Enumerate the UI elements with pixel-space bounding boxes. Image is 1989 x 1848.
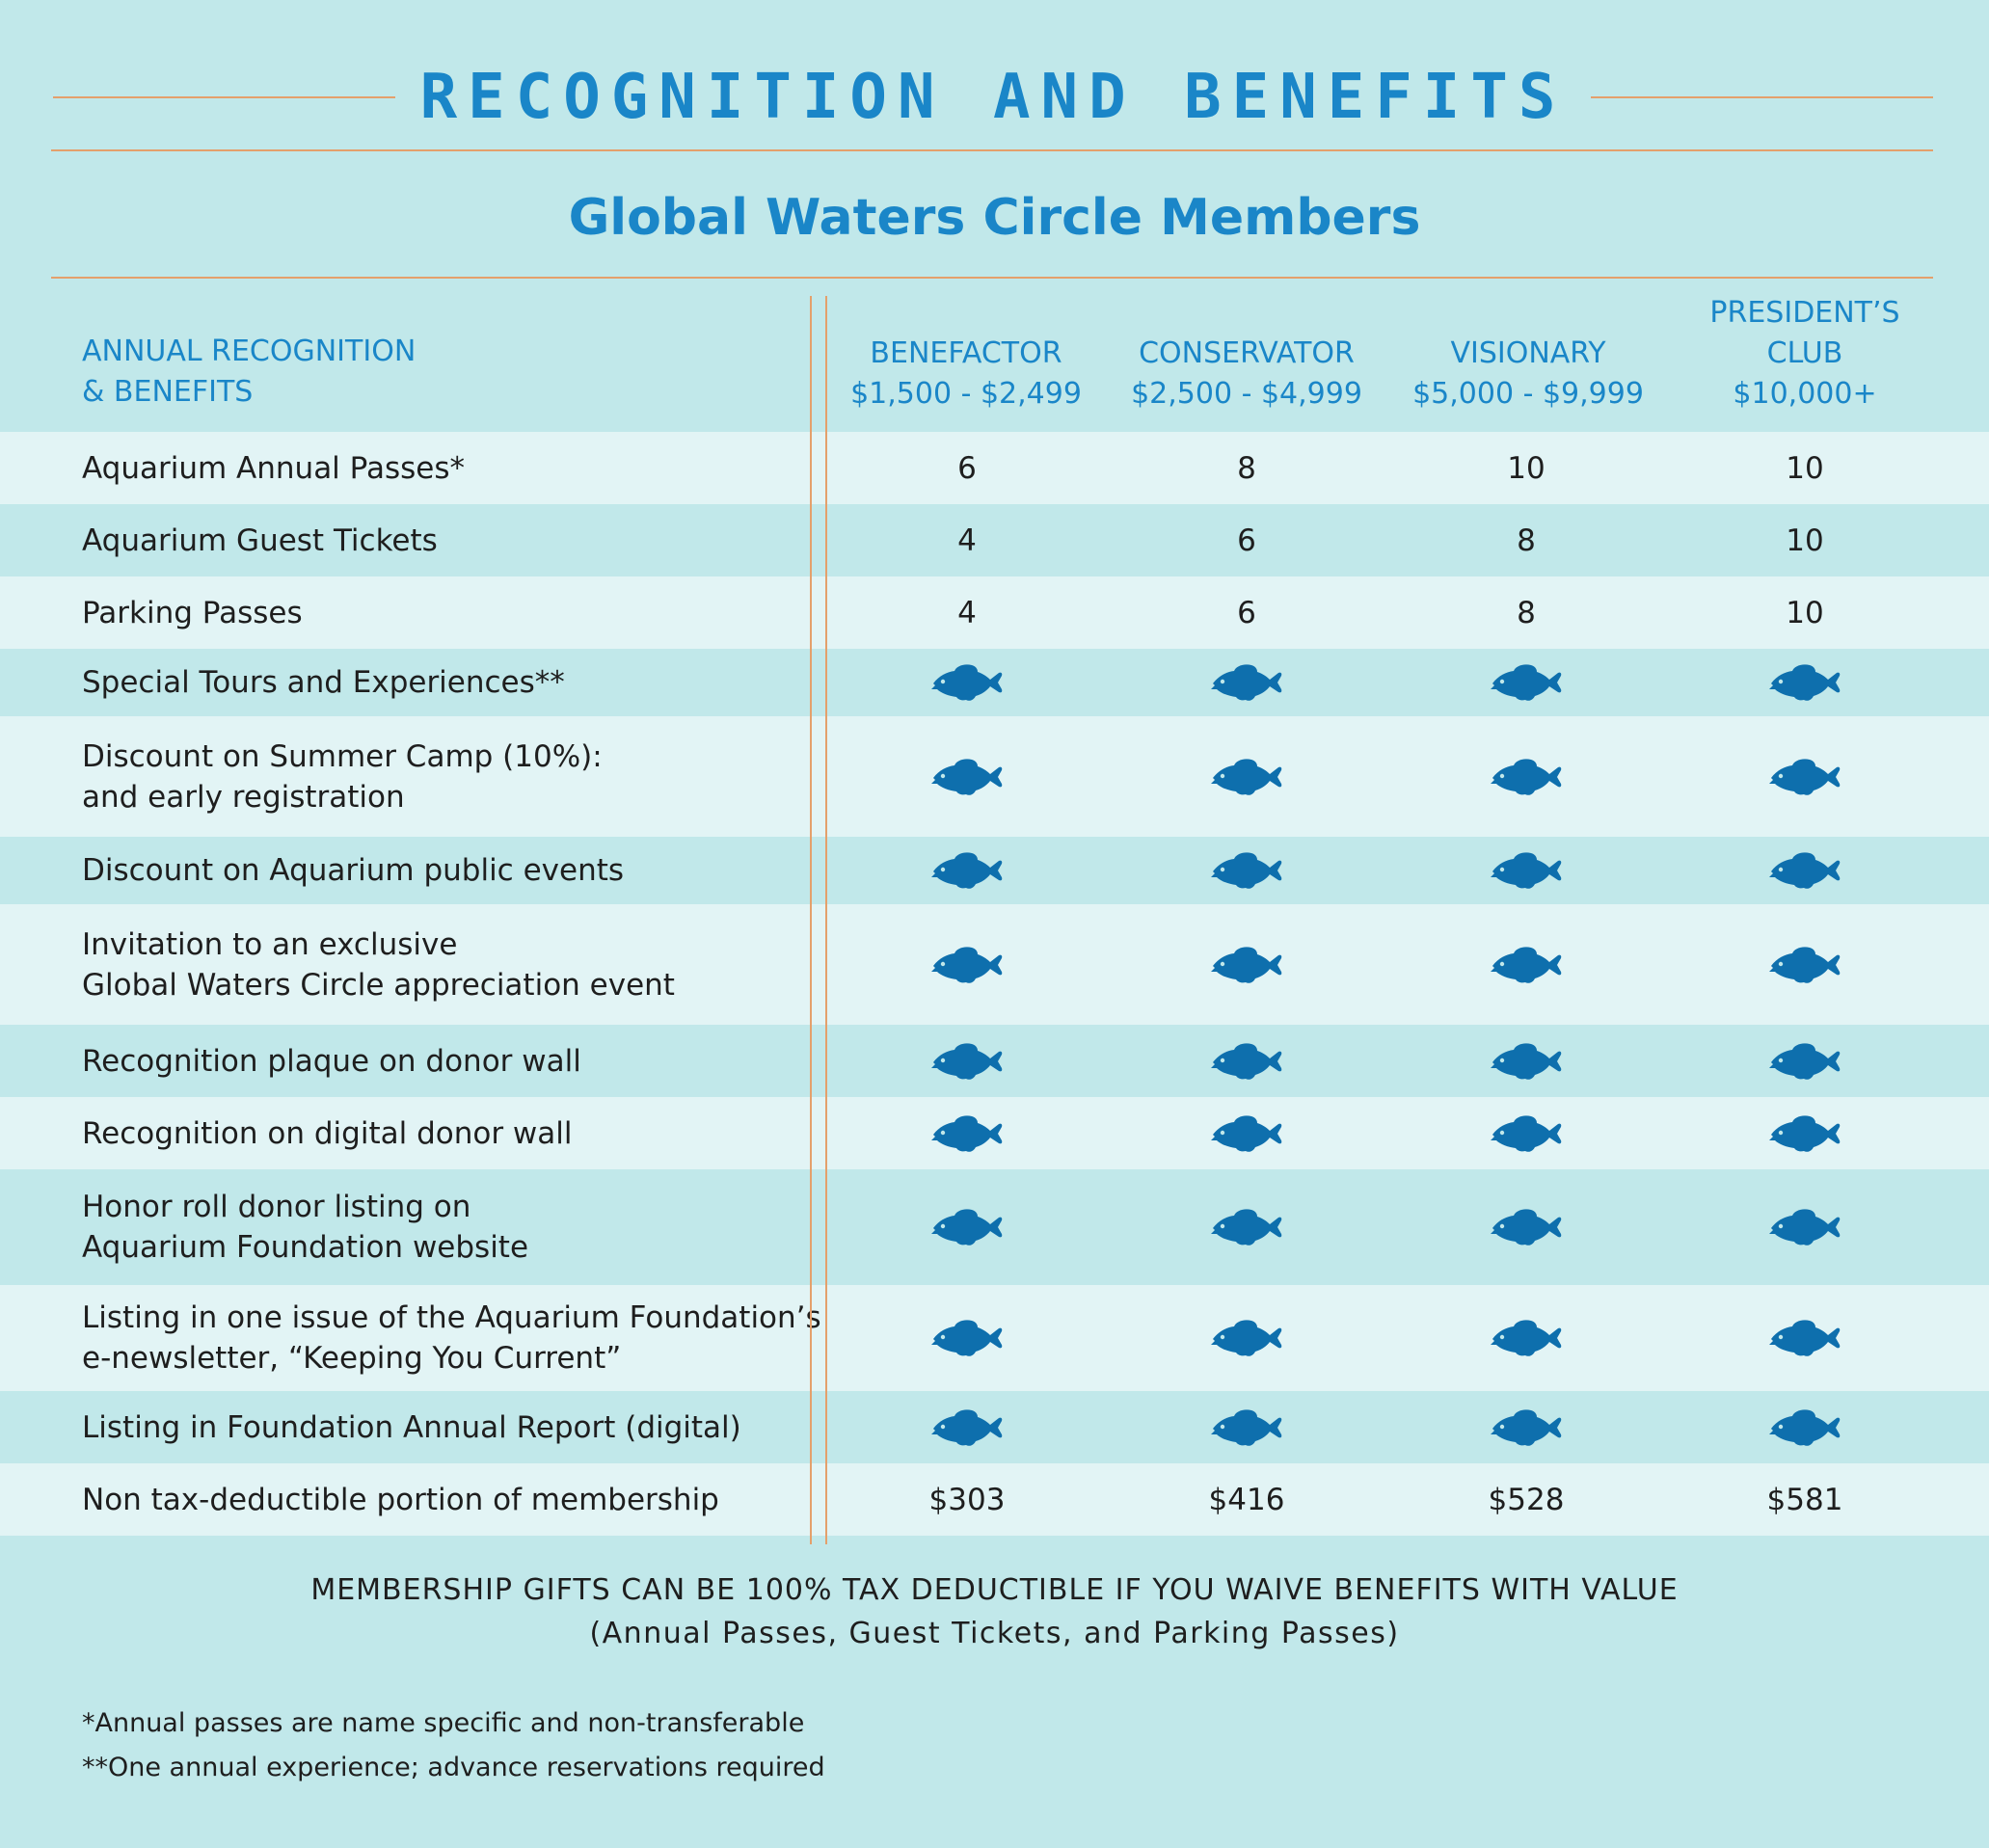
row-value: $528 bbox=[1488, 1482, 1565, 1517]
column-header-presidents-club: PRESIDENT’S CLUB $10,000+ bbox=[1670, 289, 1940, 415]
page-subtitle: Global Waters Circle Members bbox=[568, 189, 1421, 247]
row-value: 8 bbox=[1517, 595, 1536, 630]
row-label-text: Discount on Summer Camp (10%): bbox=[82, 738, 603, 774]
row-label: Discount on Summer Camp (10%): and early … bbox=[82, 737, 603, 817]
row-value: 8 bbox=[1517, 522, 1536, 558]
row-label-text: Listing in one issue of the Aquarium Fou… bbox=[82, 1300, 821, 1335]
row-label-text: Aquarium Annual Passes* bbox=[82, 450, 465, 486]
column-name: BENEFACTOR bbox=[870, 336, 1062, 370]
row-label-text: Non tax-deductible portion of membership bbox=[82, 1482, 719, 1517]
row-label-text: Aquarium Foundation website bbox=[82, 1230, 529, 1265]
row-value: 8 bbox=[1237, 450, 1256, 486]
row-label-text: Aquarium Guest Tickets bbox=[82, 522, 438, 558]
header-label: ANNUAL RECOGNITION & BENEFITS bbox=[82, 332, 416, 413]
row-label-text: Honor roll donor listing on bbox=[82, 1190, 471, 1224]
row-label-text: and early registration bbox=[82, 779, 405, 815]
page-title: RECOGNITION AND BENEFITS bbox=[419, 62, 1567, 133]
table-row: Listing in Foundation Annual Report (dig… bbox=[0, 1391, 1989, 1463]
column-header-benefactor: BENEFACTOR $1,500 - $2,499 bbox=[831, 289, 1101, 415]
row-value: 10 bbox=[1507, 450, 1546, 486]
row-value: 6 bbox=[957, 450, 977, 486]
table-row: Recognition on digital donor wall bbox=[0, 1097, 1989, 1169]
row-label-text: e-newsletter, “Keeping You Current” bbox=[82, 1341, 622, 1376]
row-label: Discount on Aquarium public events bbox=[82, 850, 624, 891]
column-name: VISIONARY bbox=[1450, 336, 1606, 370]
row-label: Aquarium Annual Passes* bbox=[82, 448, 465, 489]
row-label: Parking Passes bbox=[82, 593, 303, 633]
row-label: Invitation to an exclusive Global Waters … bbox=[82, 924, 675, 1005]
row-label-text: Recognition on digital donor wall bbox=[82, 1115, 573, 1151]
header-label-line2: & BENEFITS bbox=[82, 375, 254, 409]
subtitle-divider bbox=[51, 277, 1933, 279]
footnote-experience: **One annual experience; advance reserva… bbox=[82, 1753, 825, 1782]
row-label-text: Listing in Foundation Annual Report (dig… bbox=[82, 1409, 741, 1445]
header-label-line1: ANNUAL RECOGNITION bbox=[82, 335, 417, 368]
table-row: Aquarium Annual Passes* 6 8 10 10 bbox=[0, 432, 1989, 504]
row-label: Special Tours and Experiences** bbox=[82, 662, 565, 703]
table-row: Aquarium Guest Tickets 4 6 8 10 bbox=[0, 504, 1989, 576]
title-rule-left bbox=[53, 96, 395, 98]
row-label-text: Parking Passes bbox=[82, 595, 303, 630]
footnote-annual-passes: *Annual passes are name specific and non… bbox=[82, 1708, 805, 1738]
column-range: $5,000 - $9,999 bbox=[1412, 377, 1644, 411]
benefits-table: Aquarium Annual Passes* 6 8 10 10 Aquarium Gu… bbox=[0, 432, 1989, 1536]
row-label: Non tax-deductible portion of membership bbox=[82, 1480, 719, 1520]
row-label-text: Recognition plaque on donor wall bbox=[82, 1043, 581, 1079]
column-header-visionary: VISIONARY $5,000 - $9,999 bbox=[1393, 289, 1663, 415]
column-name: CONSERVATOR bbox=[1139, 336, 1355, 370]
table-row: Special Tours and Experiences** bbox=[0, 649, 1989, 716]
row-label: Honor roll donor listing on Aquarium Foun… bbox=[82, 1187, 528, 1268]
row-label-text: Special Tours and Experiences** bbox=[82, 665, 565, 700]
row-value: $416 bbox=[1208, 1482, 1285, 1517]
row-label: Recognition plaque on donor wall bbox=[82, 1041, 581, 1082]
row-value: 4 bbox=[957, 595, 977, 630]
row-value: 10 bbox=[1786, 522, 1824, 558]
row-value: 4 bbox=[957, 522, 977, 558]
column-divider-left bbox=[810, 296, 812, 1544]
row-label: Aquarium Guest Tickets bbox=[82, 521, 438, 561]
row-label: Listing in one issue of the Aquarium Fou… bbox=[82, 1298, 821, 1379]
table-row: Recognition plaque on donor wall bbox=[0, 1025, 1989, 1097]
column-range: $1,500 - $2,499 bbox=[850, 377, 1082, 411]
table-row: Discount on Aquarium public events bbox=[0, 837, 1989, 904]
row-value: 6 bbox=[1237, 522, 1256, 558]
row-label-text: Global Waters Circle appreciation event bbox=[82, 967, 675, 1003]
table-row: Non tax-deductible portion of membership… bbox=[0, 1463, 1989, 1536]
table-row: Invitation to an exclusive Global Waters … bbox=[0, 904, 1989, 1025]
table-row: Discount on Summer Camp (10%): and early … bbox=[0, 716, 1989, 837]
row-label: Recognition on digital donor wall bbox=[82, 1113, 573, 1154]
column-range: $2,500 - $4,999 bbox=[1131, 377, 1362, 411]
row-value: $303 bbox=[928, 1482, 1006, 1517]
tax-note-line1: MEMBERSHIP GIFTS CAN BE 100% TAX DEDUCTI… bbox=[310, 1573, 1679, 1607]
title-rule-right bbox=[1591, 96, 1933, 98]
row-value: 10 bbox=[1786, 450, 1824, 486]
column-header-conservator: CONSERVATOR $2,500 - $4,999 bbox=[1112, 289, 1382, 415]
row-value: 6 bbox=[1237, 595, 1256, 630]
column-divider-right bbox=[825, 296, 827, 1544]
row-label-text: Discount on Aquarium public events bbox=[82, 853, 625, 888]
column-range: $10,000+ bbox=[1733, 377, 1877, 411]
row-value: 10 bbox=[1786, 595, 1824, 630]
table-row: Honor roll donor listing on Aquarium Foun… bbox=[0, 1169, 1989, 1285]
table-row: Listing in one issue of the Aquarium Fou… bbox=[0, 1285, 1989, 1391]
row-label-text: Invitation to an exclusive bbox=[82, 926, 458, 962]
column-name-line2: CLUB bbox=[1766, 336, 1843, 370]
row-value: $581 bbox=[1766, 1482, 1843, 1517]
title-divider bbox=[51, 149, 1933, 151]
title-row: RECOGNITION AND BENEFITS bbox=[53, 60, 1933, 135]
table-row: Parking Passes 4 6 8 10 bbox=[0, 576, 1989, 649]
column-name-line1: PRESIDENT’S bbox=[1709, 296, 1900, 330]
tax-note-line2: (Annual Passes, Guest Tickets, and Parki… bbox=[589, 1617, 1400, 1650]
row-label: Listing in Foundation Annual Report (dig… bbox=[82, 1407, 741, 1448]
